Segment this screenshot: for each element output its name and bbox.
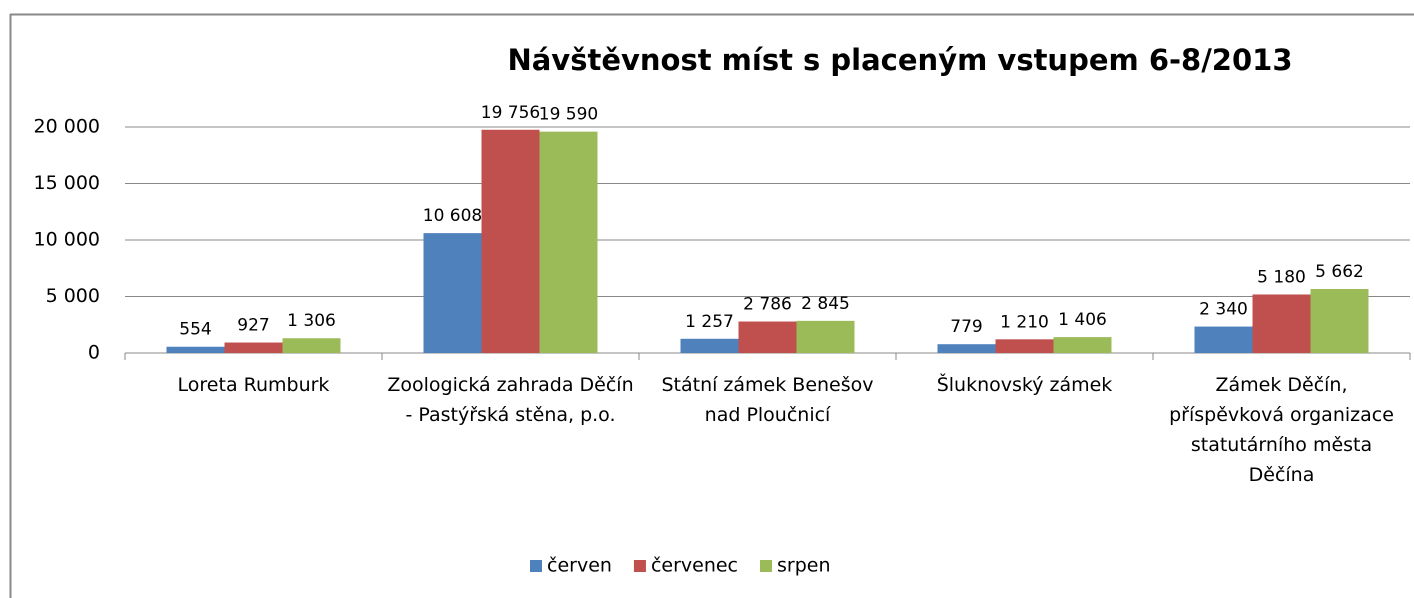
bar: [738, 321, 797, 353]
x-tick-label: Státní zámek Benešov nad Ploučnicí: [661, 374, 874, 426]
bar: [1310, 289, 1369, 353]
bar: [166, 346, 225, 353]
bar: [1053, 337, 1112, 353]
value-label: 2 845: [801, 294, 850, 314]
value-label: 1 210: [1000, 312, 1049, 332]
legend-swatch: [633, 560, 646, 572]
value-label: 5 180: [1257, 267, 1306, 287]
legend-swatch: [760, 560, 772, 572]
legend-swatch: [530, 560, 542, 572]
value-label: 1 257: [685, 312, 734, 332]
value-label: 927: [237, 316, 269, 336]
y-tick-label: 15 000: [34, 172, 100, 194]
bar: [539, 131, 598, 353]
x-tick-label: Šluknovský zámek: [936, 374, 1113, 396]
bar: [1194, 326, 1253, 353]
bar: [680, 338, 739, 353]
bar: [937, 344, 996, 353]
y-tick-label: 0: [88, 342, 100, 364]
bar: [481, 129, 540, 353]
y-tick-label: 10 000: [34, 229, 100, 251]
value-label: 779: [950, 317, 982, 337]
chart-title: Návštěvnost míst s placeným vstupem 6-8/…: [507, 43, 1292, 77]
legend-label: červenec: [651, 555, 738, 577]
legend-label: srpen: [777, 555, 831, 577]
value-label: 19 590: [539, 105, 598, 125]
value-label: 1 306: [287, 311, 336, 331]
value-label: 5 662: [1315, 262, 1364, 282]
value-label: 2 786: [743, 295, 792, 315]
value-label: 2 340: [1199, 300, 1248, 320]
value-label: 554: [179, 320, 211, 340]
x-tick-label: Zámek Děčín, příspěvková organizace stat…: [1169, 374, 1394, 486]
bar: [995, 339, 1054, 353]
bar: [282, 338, 341, 353]
legend-label: červen: [547, 555, 612, 577]
bar: [224, 342, 283, 353]
bar: [423, 233, 482, 353]
value-label: 10 608: [423, 206, 482, 226]
bar: [1252, 294, 1311, 353]
x-tick-label: Loreta Rumburk: [177, 374, 330, 396]
value-label: 1 406: [1058, 310, 1107, 330]
y-tick-label: 20 000: [34, 116, 100, 138]
value-label: 19 756: [481, 103, 540, 123]
y-tick-label: 5 000: [46, 285, 100, 307]
x-tick-label: Zoologická zahrada Děčín - Pastýřská stě…: [387, 374, 634, 426]
bar: [796, 320, 855, 353]
